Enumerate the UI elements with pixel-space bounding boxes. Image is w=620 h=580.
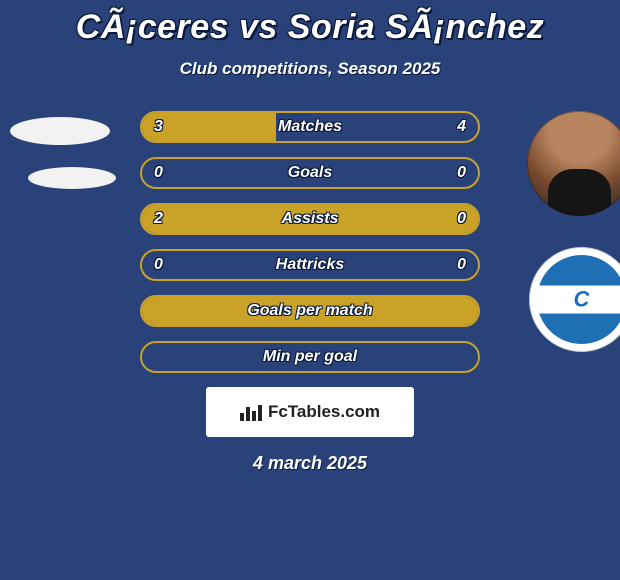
value-left: 0 [154,256,163,274]
player-right-avatar [527,111,620,216]
stat-label: Goals [288,164,332,182]
stat-row-goals: 0 0 Goals [140,157,480,189]
value-right: 0 [457,164,466,182]
date-label: 4 march 2025 [0,453,620,474]
fctables-logo: FcTables.com [206,387,414,437]
stat-label: Matches [278,118,342,136]
comparison-panel: C 3 4 Matches 0 0 Goals 2 0 Assists 0 0 Hattricks Go… [0,111,620,474]
stat-row-assists: 2 0 Assists [140,203,480,235]
logo-text: FcTables.com [268,402,380,422]
page-title: CÃ¡ceres vs Soria SÃ¡nchez [0,0,620,47]
value-right: 0 [457,210,466,228]
stat-row-goals-per-match: Goals per match [140,295,480,327]
stat-label: Assists [282,210,339,228]
stat-label: Min per goal [263,348,357,366]
bar-chart-icon [240,403,262,421]
club-right-badge: C [529,247,620,352]
value-right: 0 [457,256,466,274]
stat-row-min-per-goal: Min per goal [140,341,480,373]
value-left: 2 [154,210,163,228]
subtitle: Club competitions, Season 2025 [0,59,620,79]
value-left: 3 [154,118,163,136]
stat-bars: 3 4 Matches 0 0 Goals 2 0 Assists 0 0 Hattricks Goal… [140,111,480,373]
stat-row-hattricks: 0 0 Hattricks [140,249,480,281]
value-right: 4 [457,118,466,136]
value-left: 0 [154,164,163,182]
stat-label: Hattricks [276,256,344,274]
stat-row-matches: 3 4 Matches [140,111,480,143]
player-left-avatar [8,111,113,216]
stat-label: Goals per match [247,302,372,320]
